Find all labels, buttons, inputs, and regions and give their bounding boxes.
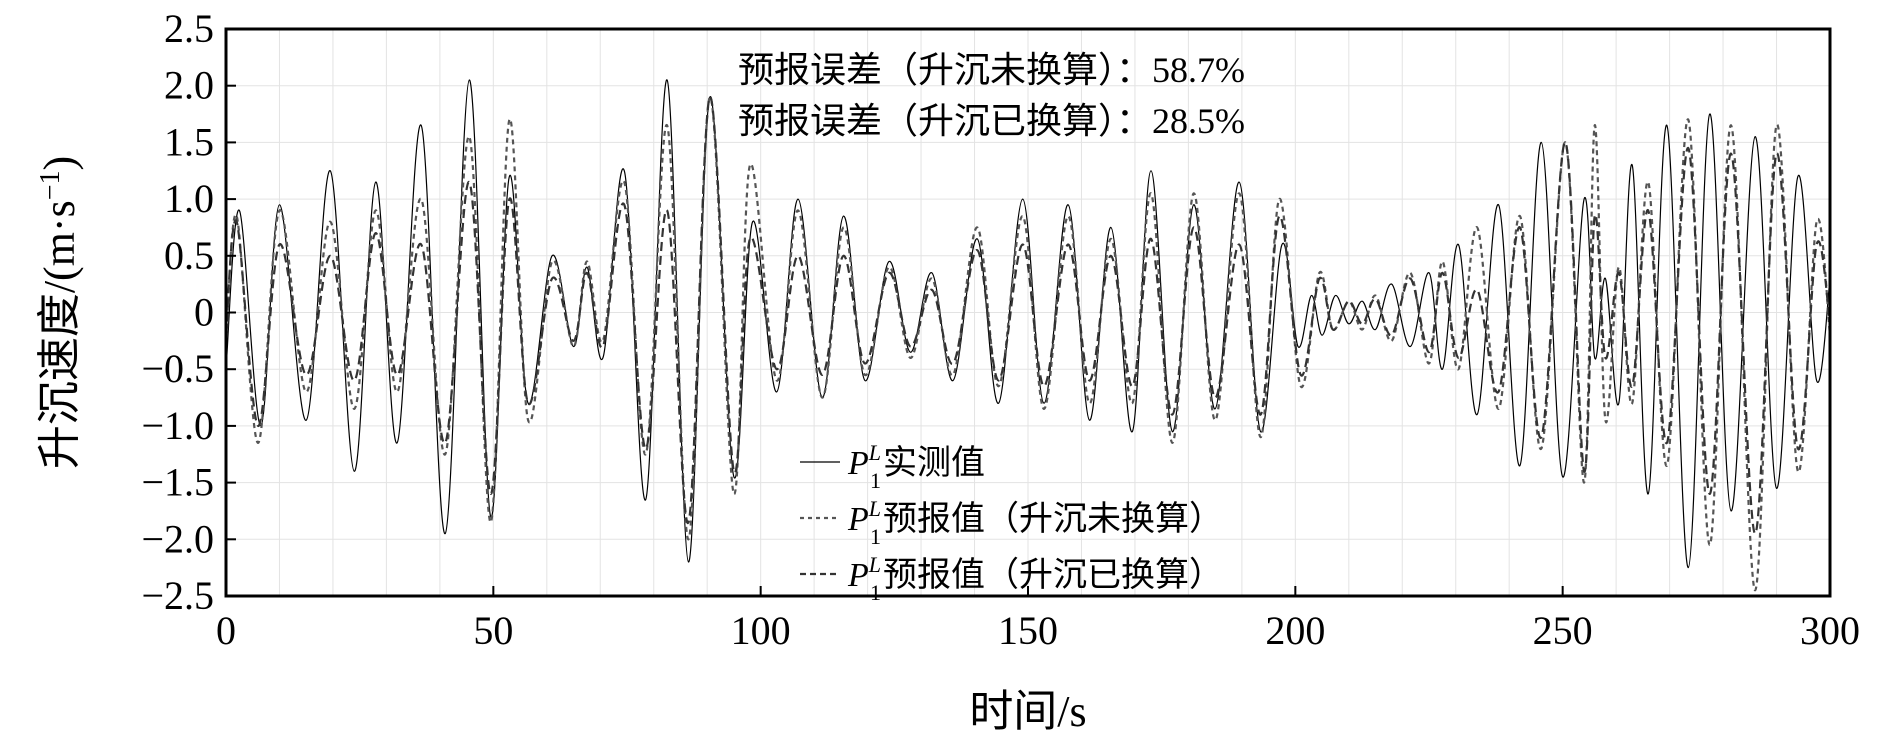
y-tick-label: 1.5	[164, 119, 214, 164]
legend-superscript: L	[868, 496, 881, 521]
legend-entry-2: PL 1预报值（升沉未换算）	[847, 496, 1223, 549]
legend-entry-1: PL 1实测值	[847, 440, 985, 493]
annotation-value: 58.7%	[1152, 50, 1245, 90]
tick-labels: 0 50 100 150 200 250 300 2.5 2.0 1.5 1.0 0.5 0 −0.5 −1…	[141, 6, 1860, 653]
y-tick-label: −1.0	[141, 403, 214, 448]
y-tick-label: −2.5	[141, 573, 214, 618]
x-tick-label: 50	[473, 608, 513, 653]
y-tick-label: 2.5	[164, 6, 214, 51]
y-tick-label: 0	[194, 290, 214, 335]
x-tick-label: 0	[216, 608, 236, 653]
y-tick-label: 0.5	[164, 233, 214, 278]
legend-label: 预报值（升沉已换算）	[883, 556, 1223, 594]
legend-label: 预报值（升沉未换算）	[883, 500, 1223, 538]
x-tick-label: 150	[998, 608, 1058, 653]
y-tick-label: 1.0	[164, 176, 214, 221]
annotation-error-converted: 预报误差（升沉已换算）：28.5%	[738, 101, 1245, 141]
y-axis-title-main: 升沉速度/(m·s	[35, 200, 84, 469]
series-line-3	[226, 95, 1830, 535]
y-tick-label: −1.5	[141, 460, 214, 505]
axis-ticks	[225, 28, 1831, 597]
legend-symbol: P	[847, 501, 869, 538]
y-tick-label: −0.5	[141, 346, 214, 391]
error-annotations: 预报误差（升沉未换算）：58.7% 预报误差（升沉已换算）：28.5%	[738, 50, 1245, 141]
annotation-error-unconverted: 预报误差（升沉未换算）：58.7%	[738, 50, 1245, 90]
legend-subscript: 1	[870, 580, 881, 605]
legend-subscript: 1	[870, 524, 881, 549]
legend-superscript: L	[868, 552, 881, 577]
annotation-label: 预报误差（升沉已换算）：	[738, 101, 1152, 141]
x-tick-label: 300	[1800, 608, 1860, 653]
legend-subscript: 1	[870, 468, 881, 493]
y-tick-label: 2.0	[164, 63, 214, 108]
x-axis-title: 时间/s	[969, 687, 1086, 736]
series-layer	[226, 79, 1830, 592]
legend-label: 实测值	[883, 444, 985, 482]
x-tick-label: 200	[1265, 608, 1325, 653]
legend-symbol: P	[847, 557, 869, 594]
y-tick-label: −2.0	[141, 516, 214, 561]
y-axis-title-sup: −1	[35, 170, 66, 200]
y-axis-title-close: )	[35, 156, 84, 171]
x-tick-label: 250	[1533, 608, 1593, 653]
legend-entry-3: PL 1预报值（升沉已换算）	[847, 552, 1223, 605]
legend-symbol: P	[847, 445, 869, 482]
y-axis-title: 升沉速度/(m·s−1)	[35, 156, 85, 469]
annotation-value: 28.5%	[1152, 101, 1245, 141]
annotation-label: 预报误差（升沉未换算）：	[738, 50, 1152, 90]
x-tick-label: 100	[731, 608, 791, 653]
legend-superscript: L	[868, 440, 881, 465]
